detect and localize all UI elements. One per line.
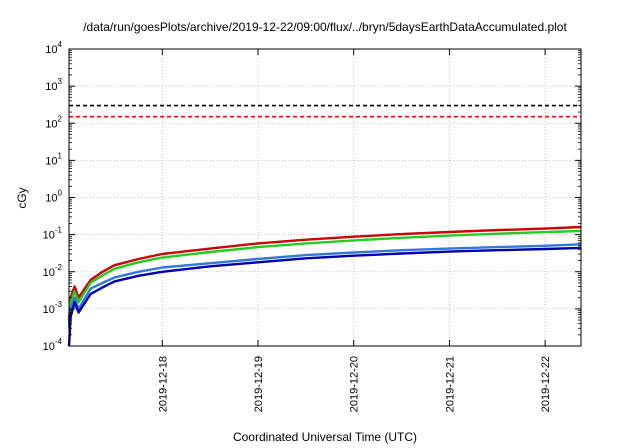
axis-ticks: [69, 48, 581, 347]
y-tick-label: 104: [45, 40, 62, 56]
y-tick-label: 10-1: [43, 226, 63, 242]
x-tick-label: 2019-12-18: [157, 356, 169, 412]
y-axis-label: cGy: [15, 187, 29, 208]
x-tick-labels: 2019-12-18 2019-12-19 2019-12-20 2019-12-21…: [157, 356, 552, 412]
y-tick-exponent: 1: [58, 151, 63, 160]
x-tick-label: 2019-12-19: [253, 356, 265, 412]
y-tick-exponent: -1: [55, 226, 63, 235]
y-tick-exponent: -2: [55, 263, 63, 272]
reference-lines: [69, 104, 581, 118]
y-tick-base: 10: [43, 267, 55, 279]
y-tick-exponent: 0: [58, 189, 63, 198]
y-tick-exponent: 4: [58, 40, 63, 49]
y-tick-base: 10: [43, 341, 55, 353]
y-tick-label: 10-3: [43, 300, 63, 316]
chart-title: /data/run/goesPlots/archive/2019-12-22/0…: [83, 20, 567, 34]
y-tick-label: 10-4: [43, 337, 63, 353]
y-tick-label: 100: [45, 189, 62, 205]
y-tick-base: 10: [45, 44, 57, 56]
x-tick-label: 2019-12-21: [444, 356, 456, 412]
y-tick-base: 10: [43, 304, 55, 316]
y-tick-base: 10: [45, 118, 57, 130]
y-tick-label: 101: [45, 151, 62, 167]
series-line-4: [67, 246, 582, 347]
grid-lines: [69, 49, 581, 346]
series-line-1: [67, 225, 582, 321]
y-tick-exponent: -3: [55, 300, 63, 309]
y-tick-label: 102: [45, 114, 62, 130]
y-tick-base: 10: [45, 81, 57, 93]
x-tick-label: 2019-12-20: [349, 356, 361, 412]
y-tick-label: 10-2: [43, 263, 63, 279]
y-tick-label: 103: [45, 77, 62, 93]
y-tick-base: 10: [45, 193, 57, 205]
x-axis-label: Coordinated Universal Time (UTC): [233, 430, 417, 444]
y-tick-base: 10: [45, 155, 57, 167]
series-line-2: [67, 229, 582, 324]
series-lines: [67, 225, 582, 347]
y-tick-exponent: 3: [58, 77, 63, 86]
series-line-3: [67, 243, 582, 329]
y-tick-exponent: 2: [58, 114, 63, 123]
y-tick-exponent: -4: [55, 337, 63, 346]
y-tick-base: 10: [43, 230, 55, 242]
x-tick-label: 2019-12-22: [540, 356, 552, 412]
